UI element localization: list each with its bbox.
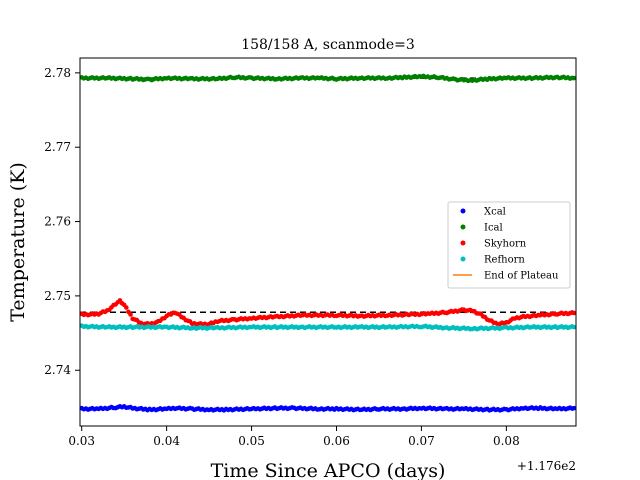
x-tick-label: 0.08: [493, 434, 520, 448]
data-point: [128, 312, 133, 317]
legend-swatch: [460, 224, 466, 230]
legend-label: Ical: [484, 223, 503, 234]
chart-title: 158/158 A, scanmode=3: [241, 37, 415, 53]
series-skyhorn: [79, 298, 577, 328]
x-axis: 0.03 0.04 0.05 0.06 0.07 0.08: [68, 426, 520, 448]
x-tick-label: 0.04: [153, 434, 180, 448]
data-point: [571, 75, 577, 81]
series-xcal: [79, 404, 577, 413]
x-tick-label: 0.07: [408, 434, 435, 448]
plot-frame: [79, 57, 577, 427]
legend-label: End of Plateau: [484, 271, 559, 282]
y-tick-label: 2.75: [44, 289, 71, 303]
data-point: [571, 405, 577, 411]
data-point: [571, 324, 577, 330]
y-axis-label: Temperature (K): [7, 162, 29, 322]
series-ical: [79, 73, 577, 84]
y-axis: 2.74 2.75 2.76 2.77 2.78: [44, 66, 80, 377]
legend-swatch: [460, 256, 466, 262]
x-tick-label: 0.03: [68, 434, 95, 448]
y-tick-label: 2.74: [44, 363, 71, 377]
x-offset-label: +1.176e2: [517, 459, 576, 473]
legend-label: Skyhorn: [484, 239, 527, 250]
x-axis-label: Time Since APCO (days): [211, 460, 446, 480]
legend: Xcal Ical Skyhorn Refhorn End of Plateau: [447, 201, 571, 289]
data-point: [123, 305, 129, 310]
legend-label: Refhorn: [484, 255, 525, 266]
y-tick-label: 2.76: [44, 215, 71, 229]
x-tick-label: 0.05: [238, 434, 265, 448]
series-refhorn: [79, 323, 577, 332]
legend-box: [447, 201, 571, 289]
legend-label: Xcal: [484, 207, 506, 218]
x-tick-label: 0.06: [323, 434, 350, 448]
data-point: [571, 310, 577, 316]
y-tick-label: 2.78: [44, 66, 71, 80]
y-tick-label: 2.77: [44, 140, 71, 154]
series-layer: [79, 73, 577, 413]
legend-swatch: [460, 240, 466, 246]
legend-swatch: [460, 208, 466, 214]
